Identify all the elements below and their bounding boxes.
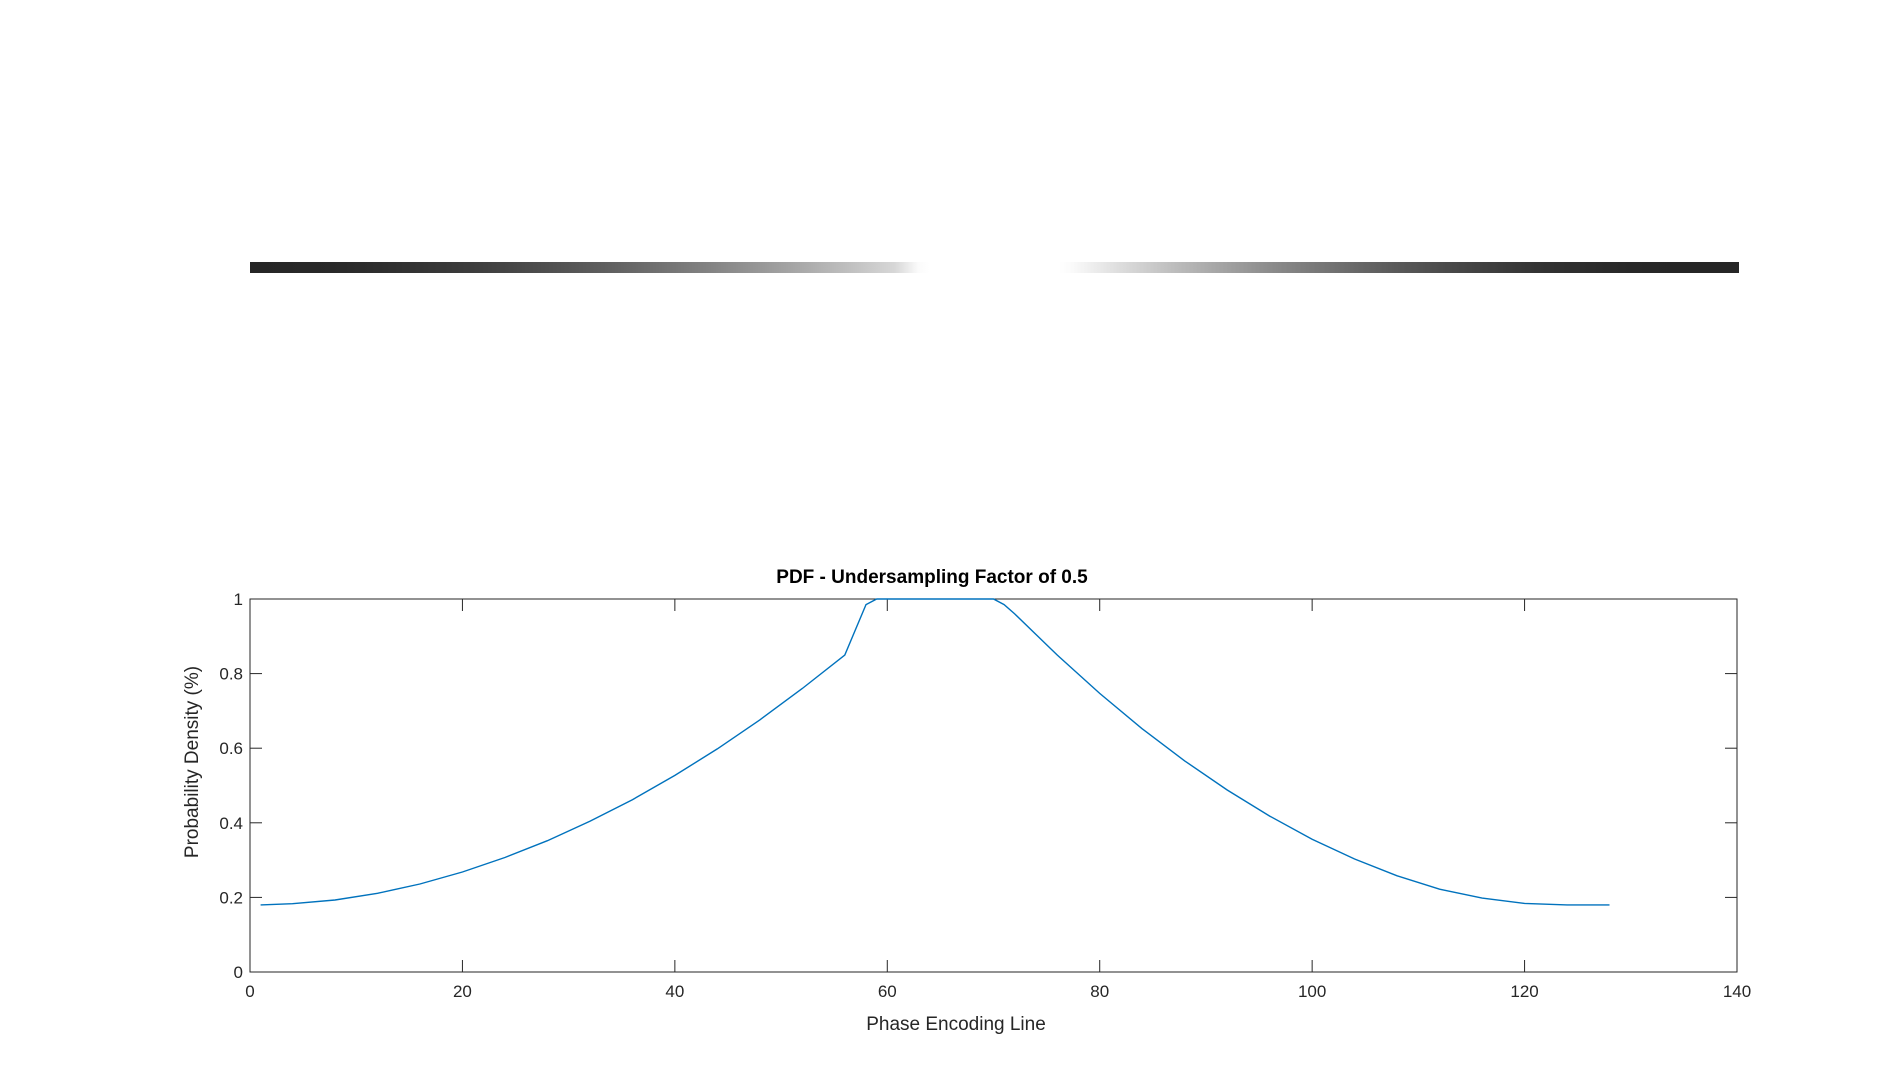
y-tick-label: 0 [234, 963, 243, 982]
y-tick-label: 1 [234, 590, 243, 609]
colormap-strip-bar [250, 262, 1739, 273]
pdf-chart: PDF - Undersampling Factor of 0.5 0 20 40 6… [182, 567, 1751, 1035]
x-tick-label: 40 [665, 982, 684, 1001]
x-tick-label: 60 [878, 982, 897, 1001]
x-tick-label: 140 [1723, 982, 1751, 1001]
plot-box [249, 598, 1738, 973]
y-axis-ticks: 0 0.2 0.4 0.6 0.8 1 [219, 590, 1737, 982]
colormap-strip [250, 262, 1739, 273]
x-axis-ticks: 0 20 40 60 80 100 120 140 [245, 599, 1751, 1001]
y-tick-label: 0.4 [219, 814, 243, 833]
x-tick-label: 100 [1298, 982, 1326, 1001]
x-tick-label: 20 [453, 982, 472, 1001]
x-tick-label: 0 [245, 982, 254, 1001]
x-tick-label: 80 [1090, 982, 1109, 1001]
y-axis-label: Probability Density (%) [182, 666, 203, 858]
x-tick-label: 120 [1510, 982, 1538, 1001]
x-axis-label: Phase Encoding Line [866, 1014, 1046, 1035]
y-tick-label: 0.2 [219, 888, 243, 907]
y-tick-label: 0.8 [219, 665, 243, 684]
y-tick-label: 0.6 [219, 739, 243, 758]
pdf-series-line [260, 598, 1610, 906]
chart-title: PDF - Undersampling Factor of 0.5 [776, 567, 1088, 588]
